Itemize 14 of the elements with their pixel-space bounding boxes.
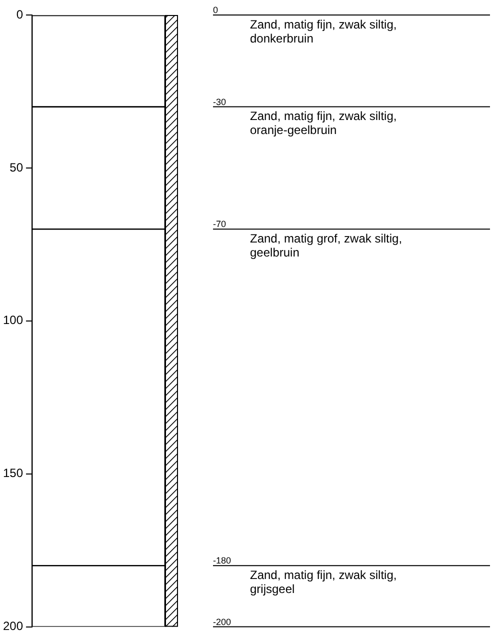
ref-line-label: -180 bbox=[213, 556, 232, 566]
y-tick-label: 150 bbox=[2, 466, 24, 480]
y-tick-label: 200 bbox=[2, 619, 24, 634]
y-tick-label: 100 bbox=[2, 313, 24, 328]
ref-line-label: -200 bbox=[213, 616, 232, 627]
text: Zand, matig fijn, zwak siltig, grijsgeel bbox=[250, 568, 397, 596]
ref-line-label: -70 bbox=[213, 219, 226, 230]
text: Zand, matig grof, zwak siltig, geelbruin bbox=[250, 231, 402, 260]
y-tick-label: 0 bbox=[16, 7, 24, 22]
text: Zand, matig fijn, zwak siltig, oranje-geelbruin bbox=[250, 109, 397, 138]
ref-line-label: -30 bbox=[213, 96, 226, 107]
y-tick-label: 50 bbox=[10, 160, 24, 174]
text: Zand, matig fijn, zwak siltig, donkerbruin bbox=[250, 17, 397, 46]
ref-line-label: 0 bbox=[213, 5, 218, 15]
